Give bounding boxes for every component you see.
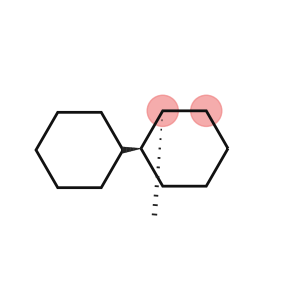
Circle shape bbox=[147, 95, 178, 126]
Circle shape bbox=[191, 95, 222, 126]
